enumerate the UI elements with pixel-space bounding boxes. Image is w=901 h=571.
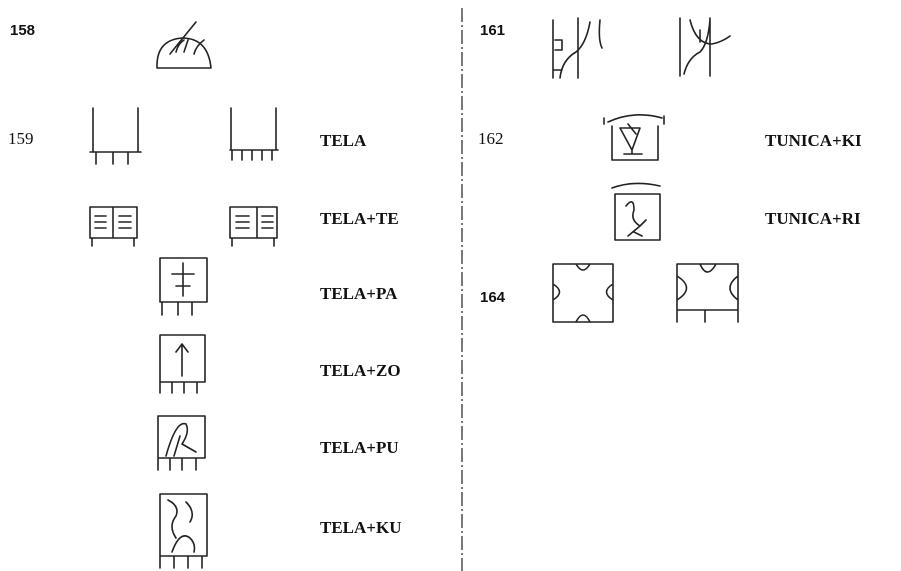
glyph-tela-pa bbox=[159, 257, 208, 316]
glyph-tela-pu bbox=[157, 415, 206, 471]
ideogram-label: TELA+PA bbox=[320, 284, 398, 303]
entry-number: 161 bbox=[480, 22, 505, 39]
glyph-tunica-ri bbox=[611, 182, 661, 241]
ideogram-label: TELA+PU bbox=[320, 438, 399, 457]
ideogram-label: TUNICA+RI bbox=[765, 209, 861, 228]
entry-number: 159 bbox=[8, 129, 34, 148]
glyph-tela bbox=[89, 107, 142, 165]
glyph-161 bbox=[552, 17, 603, 79]
glyph-tela-te bbox=[229, 206, 278, 247]
entry-number: 158 bbox=[10, 22, 35, 39]
ideogram-label: TELA+KU bbox=[320, 518, 401, 537]
ideogram-label: TUNICA+KI bbox=[765, 131, 862, 150]
glyph-tela bbox=[229, 107, 279, 161]
ideogram-label: TELA bbox=[320, 131, 367, 150]
entry-number: 164 bbox=[480, 289, 506, 306]
ideogram-label: TELA+TE bbox=[320, 209, 399, 228]
ideogram-label: TELA+ZO bbox=[320, 361, 401, 380]
glyph-tunica-ki bbox=[603, 114, 665, 161]
glyph-164 bbox=[676, 263, 739, 323]
glyph-tela-zo bbox=[159, 334, 206, 394]
glyph-164 bbox=[552, 263, 614, 323]
glyph-tela-te bbox=[89, 206, 138, 247]
entry-number: 162 bbox=[478, 129, 504, 148]
glyph-tela-ku bbox=[159, 493, 208, 569]
glyph-161 bbox=[679, 17, 731, 77]
glyph-158 bbox=[156, 21, 212, 69]
